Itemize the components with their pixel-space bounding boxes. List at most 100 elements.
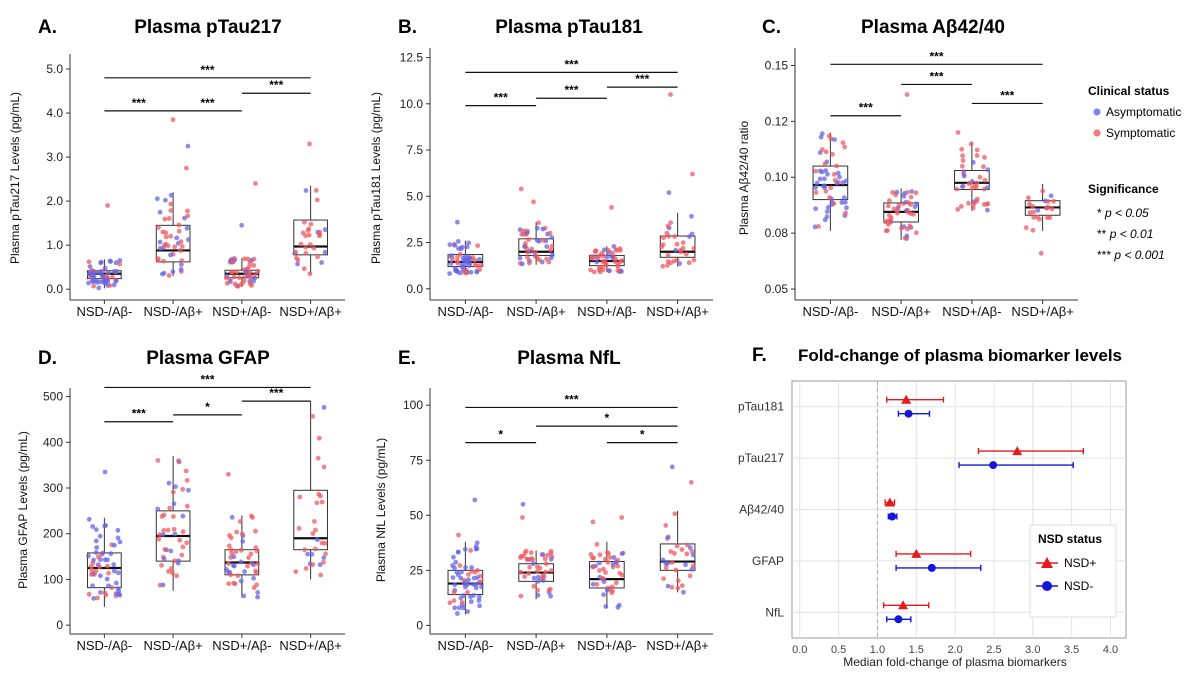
data-point	[604, 587, 610, 593]
data-point	[86, 280, 91, 286]
data-point	[242, 273, 248, 279]
significance-label: ***	[269, 386, 283, 400]
panel-a: A. Plasma pTau217 Plasma pTau217 Levels …	[8, 17, 345, 319]
data-point	[478, 262, 484, 268]
data-point	[526, 571, 532, 576]
data-point	[475, 243, 481, 249]
data-point	[534, 237, 540, 243]
data-point	[234, 529, 240, 535]
data-point	[1040, 188, 1046, 194]
data-point	[603, 570, 608, 575]
data-point	[590, 564, 596, 570]
data-point	[229, 514, 235, 520]
data-point	[451, 554, 456, 560]
data-point	[248, 551, 254, 557]
data-point	[317, 233, 322, 239]
data-point	[105, 557, 110, 563]
data-point	[907, 223, 913, 229]
data-point	[886, 203, 891, 209]
data-point	[307, 141, 312, 147]
data-point	[690, 552, 696, 558]
data-point	[171, 514, 176, 519]
data-point	[834, 163, 839, 169]
data-point	[247, 264, 252, 269]
y-tick-label: 10.0	[400, 97, 424, 111]
data-point	[535, 587, 541, 593]
data-point	[679, 583, 685, 588]
x-tick-label: 0.5	[831, 644, 846, 656]
data-point	[606, 551, 611, 556]
data-point	[518, 186, 524, 192]
data-point	[184, 477, 190, 483]
nsd-status-legend: NSD status NSD+ NSD-	[1029, 524, 1117, 618]
data-point	[894, 208, 900, 214]
data-point	[1045, 204, 1051, 210]
data-point	[666, 190, 672, 196]
significance-label: *	[605, 411, 610, 425]
data-point	[306, 232, 312, 238]
triangle-marker	[911, 548, 922, 558]
data-point	[679, 547, 685, 552]
data-point	[660, 242, 666, 248]
data-point	[681, 589, 686, 595]
data-point	[535, 578, 541, 584]
data-point	[961, 173, 967, 179]
y-tick-label: 400	[43, 435, 63, 449]
data-point	[227, 279, 233, 285]
data-point	[254, 548, 260, 554]
data-point	[686, 260, 692, 266]
data-point	[535, 574, 541, 580]
data-point	[461, 581, 467, 586]
data-point	[161, 258, 166, 264]
panel-f: F. Fold-change of plasma biomarker level…	[738, 345, 1127, 669]
data-point	[95, 270, 101, 275]
data-point	[1045, 215, 1050, 221]
data-point	[98, 573, 103, 579]
data-point	[1026, 195, 1031, 201]
data-point	[315, 254, 320, 260]
x-tick-label: NSD+/Aβ+	[279, 638, 341, 653]
data-point	[302, 219, 307, 225]
data-point	[469, 565, 474, 570]
data-point	[885, 228, 890, 233]
data-point	[955, 130, 961, 135]
data-point	[98, 590, 103, 595]
data-point	[184, 225, 190, 231]
data-point	[522, 244, 527, 249]
data-point	[677, 261, 682, 266]
data-point	[450, 256, 455, 262]
data-point	[238, 578, 244, 584]
y-tick-label: GFAP	[752, 554, 784, 568]
x-tick-label: 1.0	[870, 644, 885, 656]
data-point	[161, 270, 167, 276]
panel-label: D.	[38, 348, 57, 369]
data-point	[835, 170, 841, 176]
data-point	[321, 405, 327, 410]
legend-marker-asymptomatic	[1093, 108, 1101, 116]
data-point	[255, 590, 261, 595]
data-point	[241, 593, 247, 599]
y-tick-label: 0.0	[46, 282, 63, 296]
x-tick-label: NSD-/Aβ-	[76, 638, 132, 653]
circle-marker	[927, 563, 936, 572]
data-point	[968, 180, 974, 186]
data-point	[844, 205, 849, 211]
data-point	[456, 532, 461, 538]
data-point	[548, 556, 554, 562]
data-point	[100, 274, 106, 280]
data-point	[89, 278, 95, 284]
data-point	[90, 524, 96, 529]
data-point	[96, 285, 102, 291]
data-point	[822, 176, 827, 182]
x-tick-label: NSD-/Aβ+	[872, 304, 931, 319]
data-point	[960, 153, 965, 159]
data-point	[185, 237, 191, 243]
significance-label: ***	[494, 91, 508, 105]
data-point	[821, 183, 826, 189]
data-point	[668, 220, 674, 226]
data-point	[528, 550, 534, 555]
data-point	[549, 235, 555, 240]
data-point	[477, 256, 482, 262]
significance-label: ***	[132, 407, 146, 421]
data-point	[597, 253, 602, 259]
